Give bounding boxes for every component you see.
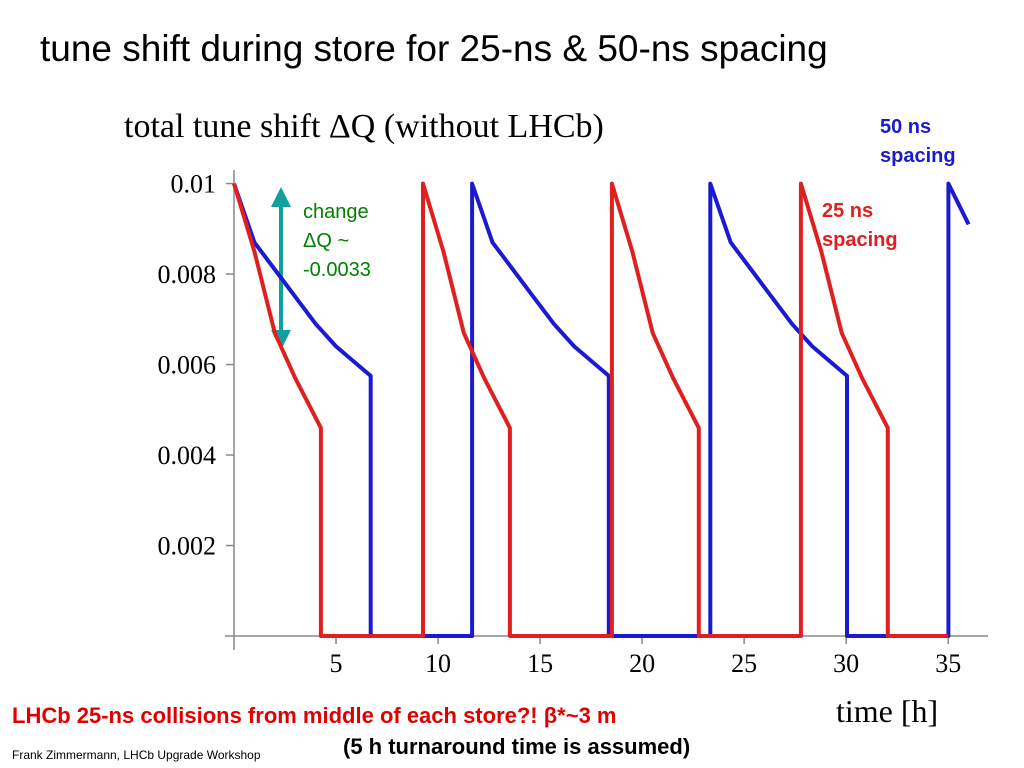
y-tick-label: 0.002 [158, 532, 217, 561]
x-tick-label: 35 [935, 649, 961, 678]
y-tick-label: 0.01 [171, 170, 217, 199]
x-tick-label: 10 [425, 649, 451, 678]
x-tick-label: 5 [330, 649, 343, 678]
legend-entry: 25 ns spacing [822, 200, 898, 251]
x-tick-label: 25 [731, 649, 757, 678]
legend-entry: 50 ns spacing [880, 116, 956, 167]
x-axis-label: time [h] [836, 693, 939, 729]
y-tick-label: 0.008 [158, 260, 217, 289]
x-tick-label: 15 [527, 649, 553, 678]
x-tick-label: 20 [629, 649, 655, 678]
author: Frank Zimmermann, LHCb Upgrade Workshop [12, 748, 261, 762]
series-line [232, 181, 949, 638]
y-tick-label: 0.004 [158, 441, 217, 470]
series-line [232, 181, 971, 638]
x-tick-label: 30 [833, 649, 859, 678]
y-tick-label: 0.006 [158, 351, 217, 380]
subnote: (5 h turnaround time is assumed) [343, 734, 691, 759]
slide-title: tune shift during store for 25-ns & 50-n… [40, 28, 828, 69]
annotation: change ΔQ ~ -0.0033 [303, 201, 371, 281]
chart-title: total tune shift ΔQ (without LHCb) [124, 108, 604, 145]
footnote: LHCb 25-ns collisions from middle of eac… [12, 703, 617, 728]
